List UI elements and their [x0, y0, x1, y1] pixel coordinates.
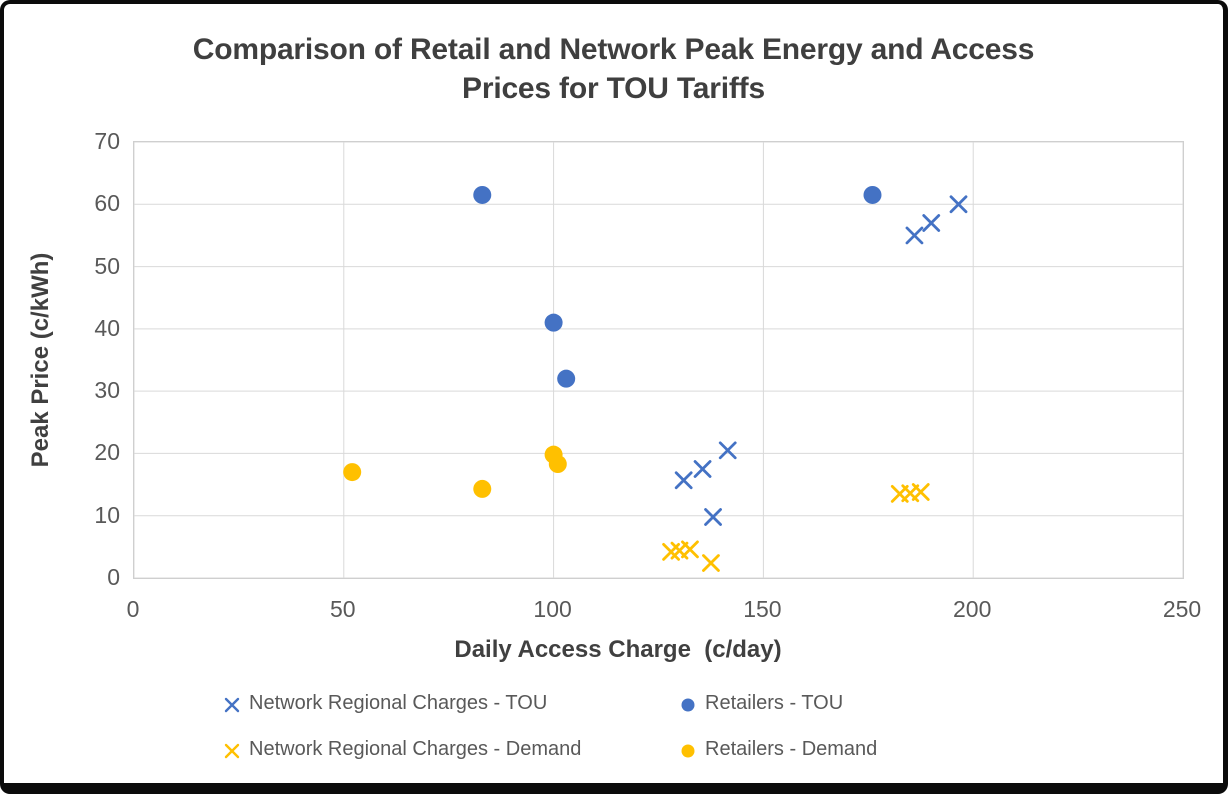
y-axis-title: Peak Price (c/kWh) [27, 252, 54, 468]
data-point-x [922, 214, 941, 232]
data-point-circle [343, 463, 362, 482]
legend-label: Network Regional Charges - Demand [249, 738, 582, 760]
data-point-x [693, 460, 712, 478]
legend-label: Retailers - Demand [705, 738, 878, 760]
data-point-x [911, 483, 930, 501]
data-point-circle [557, 369, 576, 388]
data-point-circle [473, 185, 492, 204]
x-marker-icon [224, 743, 240, 758]
data-point-circle [548, 455, 567, 474]
x-tick-label: 0 [126, 596, 140, 622]
y-tick-label: 50 [94, 252, 120, 279]
y-tick-label: 40 [94, 314, 120, 341]
data-point-circle [863, 185, 882, 204]
x-tick-label: 150 [743, 596, 782, 622]
legend-item-network-tou: Network Regional Charges - TOU [222, 692, 547, 715]
scatter-plot-canvas [134, 142, 1183, 578]
data-point-x [674, 471, 693, 490]
data-point-circle [473, 479, 492, 498]
legend-item-retailers-demand: Retailers - Demand [678, 738, 877, 761]
y-tick-label: 0 [107, 564, 120, 590]
circle-marker-icon [681, 698, 695, 711]
data-point-x [949, 195, 968, 214]
y-tick-label: 30 [94, 377, 120, 404]
data-point-x [704, 508, 722, 526]
y-tick-label: 60 [94, 190, 120, 217]
legend-item-retailers-tou: Retailers - TOU [678, 692, 843, 715]
legend-label: Retailers - TOU [705, 692, 844, 714]
x-tick-label: 100 [533, 596, 572, 622]
plot-area [133, 141, 1184, 579]
legend-label: Network Regional Charges - TOU [249, 692, 548, 714]
x-marker-icon [224, 697, 240, 712]
chart-title: Comparison of Retail and Network Peak En… [192, 33, 1035, 105]
legend-item-network-demand: Network Regional Charges - Demand [222, 738, 581, 761]
y-tick-label: 20 [94, 439, 120, 466]
y-tick-label: 10 [94, 501, 120, 528]
circle-marker-icon [681, 744, 695, 757]
data-point-x [718, 441, 737, 460]
data-point-x [905, 226, 924, 245]
data-point-x [702, 554, 720, 572]
x-tick-label: 200 [953, 596, 992, 622]
y-tick-label: 70 [94, 128, 120, 154]
data-point-circle [544, 313, 563, 332]
x-tick-label: 50 [330, 596, 356, 622]
data-point-x [681, 540, 699, 559]
x-tick-label: 250 [1162, 596, 1202, 622]
x-axis-title: Daily Access Charge (c/day) [454, 636, 782, 663]
